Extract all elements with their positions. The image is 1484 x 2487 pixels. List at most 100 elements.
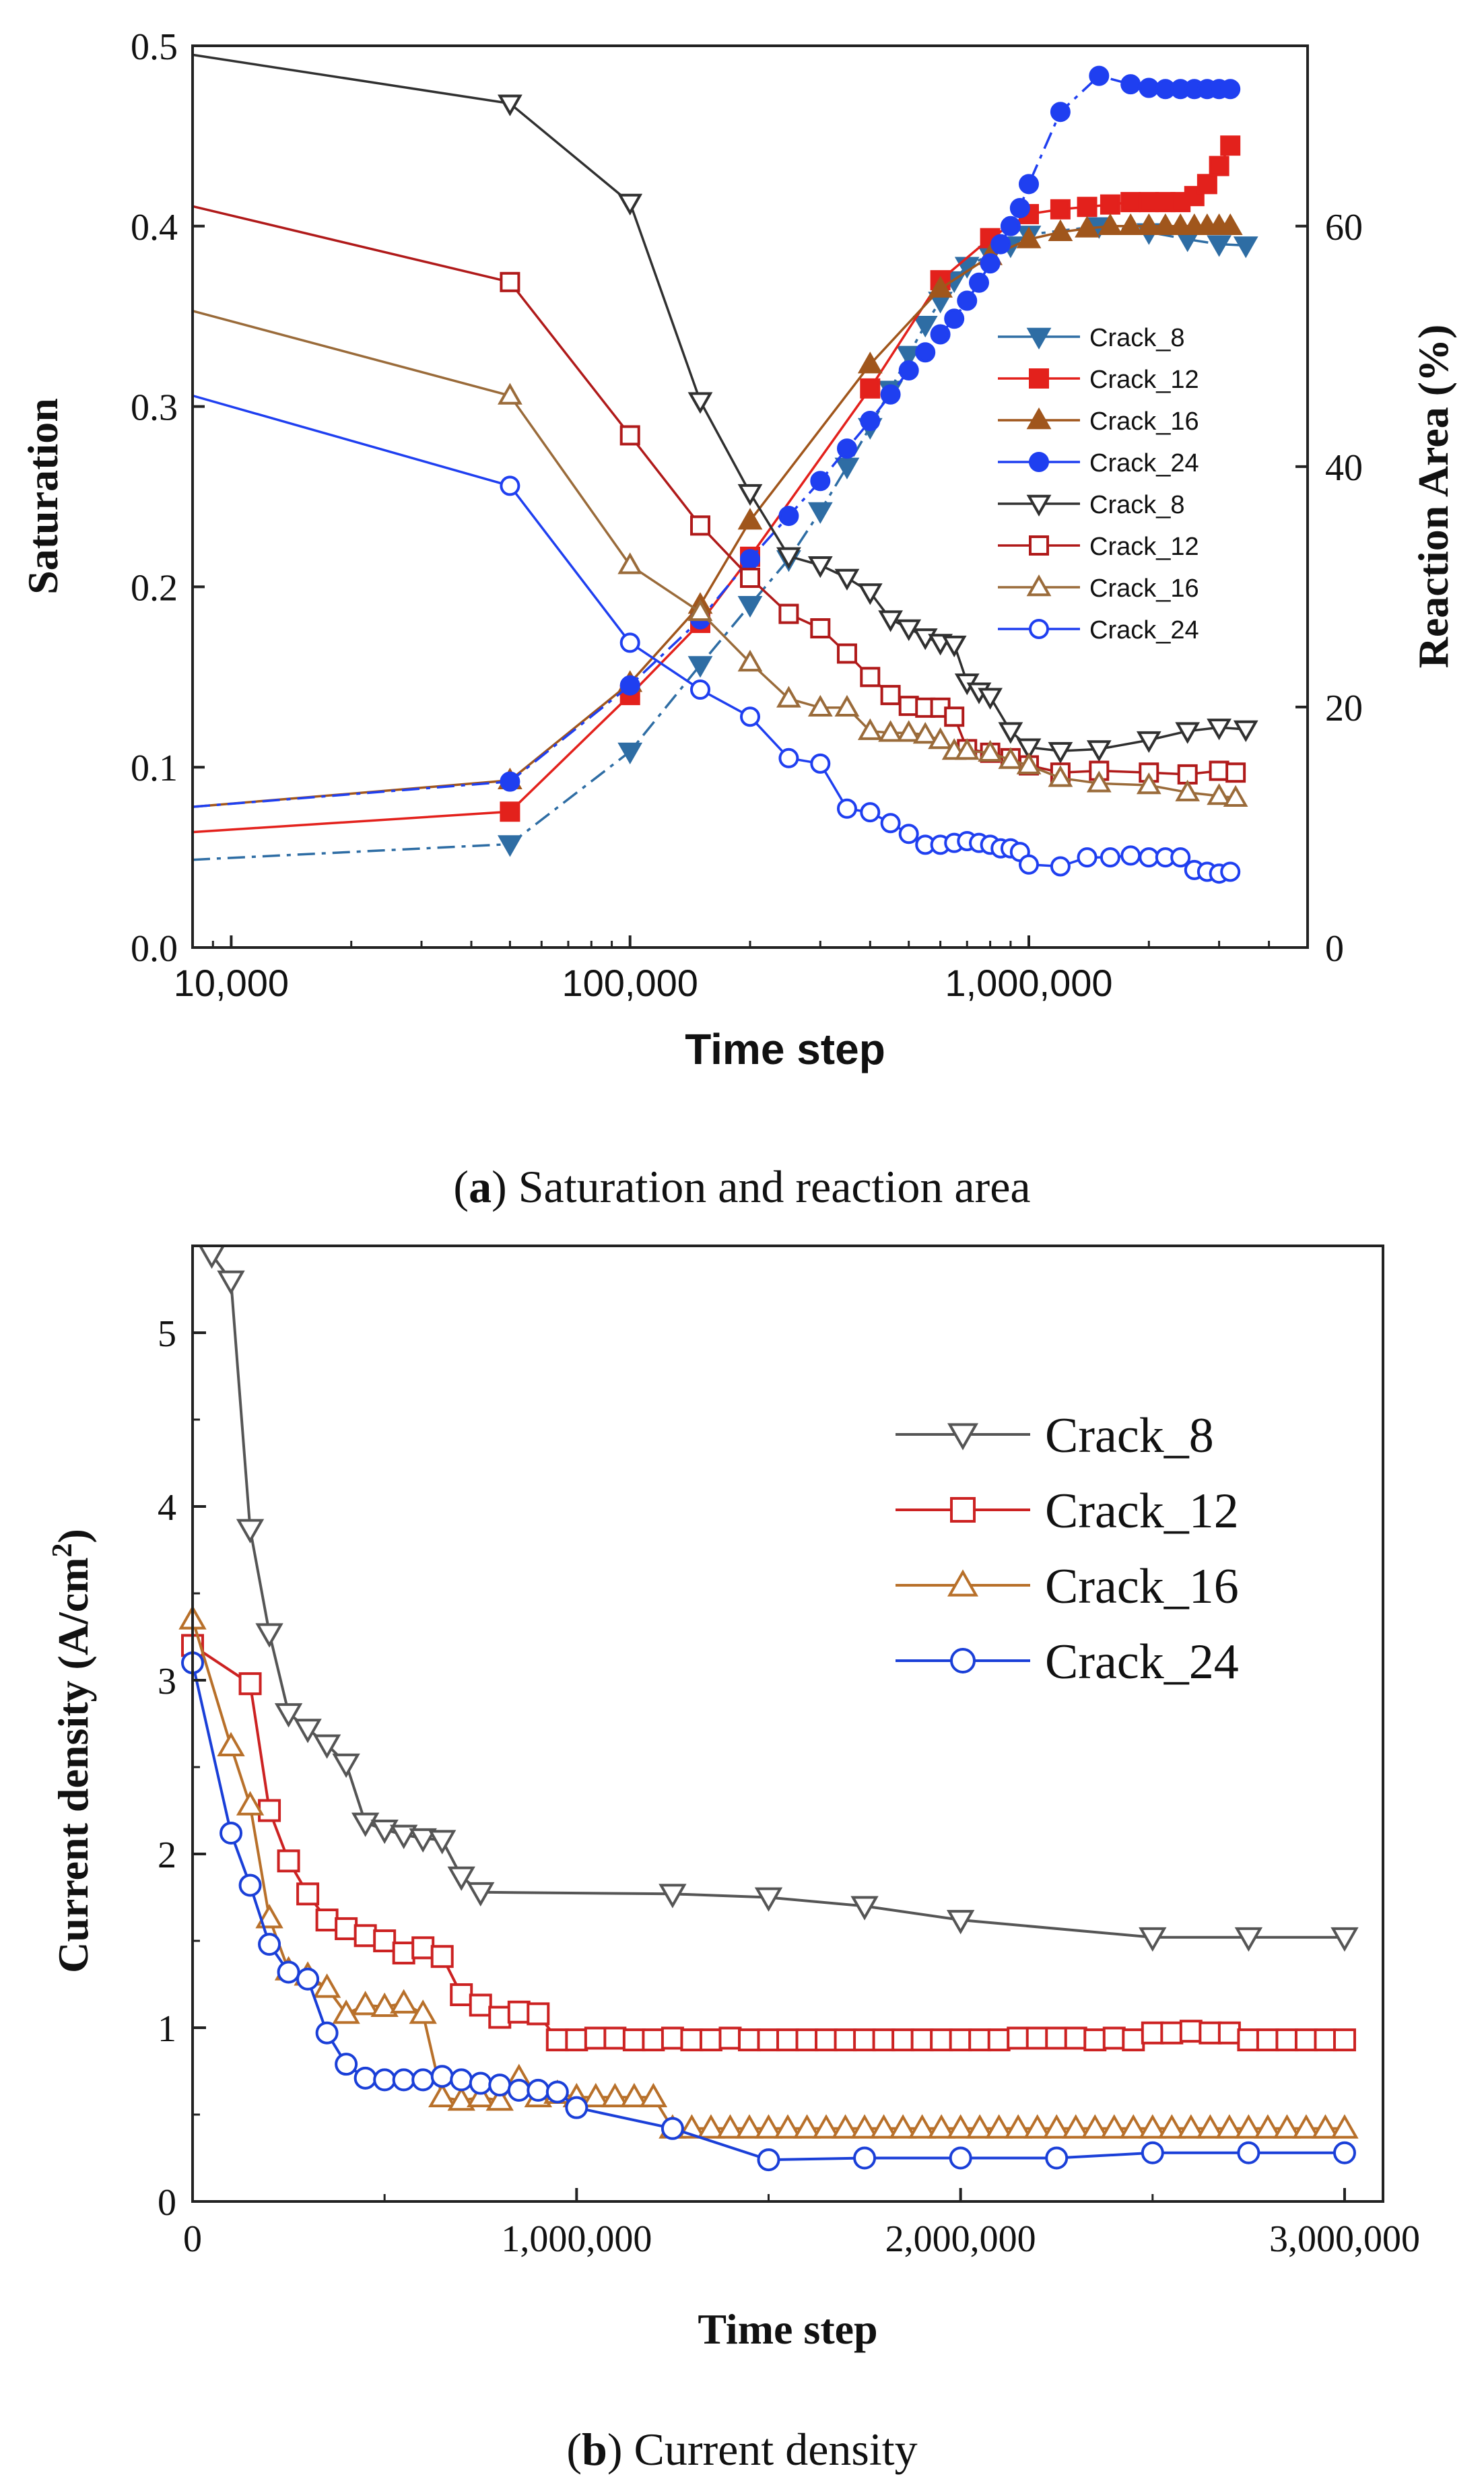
chart-b-point [389,1824,418,1849]
chart-b-point [642,2028,665,2052]
chart-a-y2tick-label: 0 [1325,928,1344,970]
chart-a-point [878,720,903,742]
chart-a-legend-marker [1029,452,1049,472]
chart-b-point [1199,2021,1222,2045]
chart-a-ylabel: Saturation [19,398,67,595]
chart-a-point [737,649,763,672]
chart-a-legend-marker [1026,574,1052,597]
chart-b-point [949,2146,972,2170]
chart-b-point [754,2114,783,2139]
chart-b-point [1234,2114,1263,2139]
chart-b-point [197,1244,226,1269]
chart-a-caption-text: Saturation and reaction area [518,1161,1031,1212]
chart-b-point [1256,2028,1279,2052]
chart-a-point [1077,197,1098,218]
chart-a-legend-label: Crack_8 [1089,491,1185,519]
chart-b-point [255,1904,283,1929]
chart-a-point [944,308,965,329]
chart-b-point [927,2114,955,2139]
chart-b-point [353,2066,377,2090]
chart-a-point [810,618,831,638]
chart-b-point [1042,2114,1071,2139]
chart-a-point [619,675,640,696]
chart-b-point [1215,2114,1244,2139]
chart-a-point [810,471,831,492]
chart-b-point [620,2082,648,2108]
chart-a-point [1048,741,1073,764]
chart-a-legend-marker [1026,407,1052,430]
chart-a-point [617,193,643,215]
chart-b-point [659,1884,687,1909]
chart-b-ytick-label: 0 [158,2182,176,2224]
chart-b-point [1314,2028,1337,2052]
chart-a-point [998,722,1023,744]
chart-a-point [857,583,883,605]
chart-b-point [527,2078,550,2102]
chart-a-point [737,595,763,618]
chart-a-point [857,352,883,374]
chart-a-series-layer [192,53,1258,884]
chart-b-point [1100,2114,1128,2139]
chart-b-point [1292,2114,1320,2139]
chart-b-point [1025,2026,1049,2050]
chart-b-point [296,1967,320,1991]
chart-b-point [312,1973,341,1998]
chart-b-xtick-label: 0 [183,2218,202,2260]
chart-a-point [617,552,643,574]
chart-a-point [980,253,1001,274]
chart-a-point [1089,65,1110,86]
chart-a-point [954,738,980,760]
chart-b-point [1122,2028,1145,2052]
chart-a-point [834,694,860,717]
chart-a-point [619,632,640,653]
chart-b-point [507,2078,531,2102]
chart-a-series-crack-16-reaction [192,213,1243,808]
chart-b-series-line [210,1253,1345,1939]
chart-b-point [834,2028,857,2052]
chart-a-point [1220,861,1241,882]
chart-b-point [1237,2028,1260,2052]
chart-a-series-line [192,225,1246,861]
chart-a-point [1175,722,1201,744]
chart-b-series-crack-8 [197,1244,1359,1952]
chart-b-ytick-label: 4 [158,1487,176,1529]
chart-b-point [1196,2114,1225,2139]
chart-b-point [1330,1927,1359,1952]
chart-a-point [1048,765,1073,787]
chart-a-point [941,635,967,658]
chart-a-legend-marker [1029,535,1049,556]
chart-a-point [1118,213,1143,236]
chart-b-point [220,1822,243,1845]
chart-a-xtick-label: 1,000,000 [945,962,1112,1004]
chart-a-point [1170,847,1191,868]
chart-a-point [740,568,760,589]
chart-a-point [1100,847,1120,868]
chart-a-series-crack-24-reaction [192,65,1241,808]
chart-a-point [1050,102,1071,123]
chart-b-caption-text: Current density [634,2424,917,2475]
chart-a-legend-label: Crack_16 [1089,574,1199,603]
chart-b-caption-label: b [582,2424,607,2475]
chart-a-point [1207,783,1232,805]
chart-a-point [689,679,710,700]
chart-a-point [740,706,760,727]
chart-b-point [850,2114,879,2139]
chart-b-point [891,2028,915,2052]
chart-b-point [966,2114,994,2139]
chart-b-point [507,2000,531,2024]
chart-b-point [757,2148,780,2172]
chart-b-point [527,2002,550,2026]
chart-a-y2tick-label: 40 [1325,447,1363,489]
chart-b-point [217,1270,245,1295]
chart-b-point [238,1672,262,1696]
chart-a-point [776,686,801,708]
chart-a-point [500,801,520,822]
chart-b-point [735,2114,764,2139]
chart-b-point [987,2028,1011,2052]
chart-b-point [469,2071,492,2095]
chart-a-point [878,610,903,632]
chart-a-legend-label: Crack_24 [1089,616,1199,644]
chart-b-point [447,1866,475,1891]
chart-b-xtick-label: 3,000,000 [1269,2218,1420,2260]
chart-b-point [718,2026,742,2050]
